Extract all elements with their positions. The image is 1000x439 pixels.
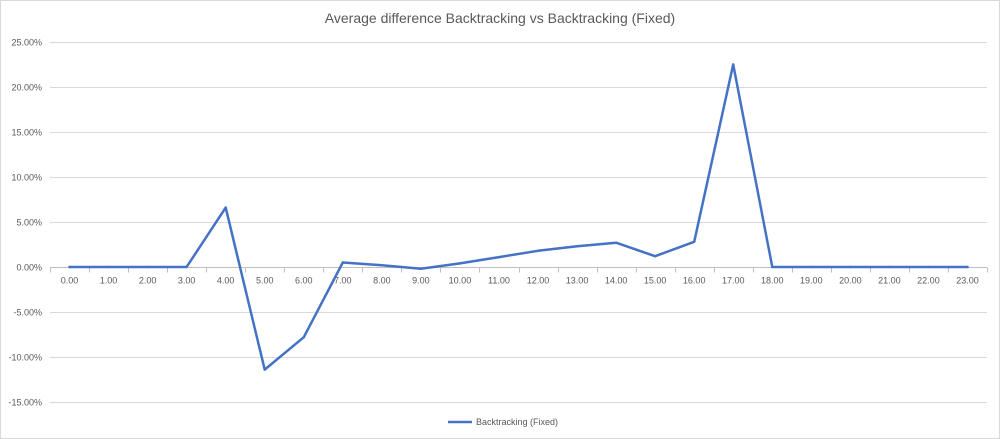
x-tick-label: 22.00	[917, 276, 940, 286]
x-tick-label: 10.00	[449, 276, 472, 286]
data-point	[653, 255, 657, 258]
x-tick-label: 23.00	[956, 276, 979, 286]
x-tick-label: 5.00	[256, 276, 274, 286]
data-point	[810, 265, 813, 269]
data-point	[614, 241, 618, 244]
y-tick-label: 15.00%	[11, 128, 42, 138]
x-tick-label: 9.00	[412, 276, 430, 286]
x-tick-label: 19.00	[800, 276, 823, 286]
data-point	[224, 206, 227, 209]
legend-label: Backtracking (Fixed)	[476, 417, 558, 427]
y-axis-ticks: -15.00% -10.00% -5.00% 0.00% 5.00% 10.00% 15.0…	[8, 38, 42, 408]
x-axis: 0.00 1.00 2.00 3.00 4.00 5.00 6.00 7.00 8.00 9.00…	[50, 267, 988, 286]
x-tick-label: 4.00	[217, 276, 235, 286]
x-tick-label: 12.00	[527, 276, 550, 286]
x-tick-label: 15.00	[644, 276, 667, 286]
series-lines	[68, 63, 969, 371]
data-point	[341, 261, 344, 264]
y-tick-label: 5.00%	[16, 218, 42, 228]
x-tick-label: 11.00	[488, 276, 510, 286]
data-point	[146, 265, 149, 269]
data-point	[771, 265, 774, 269]
x-tick-label: 8.00	[373, 276, 391, 286]
x-tick-label: 2.00	[139, 276, 157, 286]
data-point	[107, 265, 110, 269]
y-tick-label: -10.00%	[8, 353, 42, 363]
x-tick-label: 20.00	[839, 276, 862, 286]
data-point	[497, 255, 501, 259]
y-tick-label: 0.00%	[16, 263, 42, 273]
data-point	[458, 262, 462, 265]
data-point	[185, 265, 188, 269]
y-tick-label: -15.00%	[8, 398, 42, 408]
data-point	[68, 265, 71, 269]
x-tick-label: 18.00	[761, 276, 784, 286]
data-point	[927, 265, 930, 269]
x-tick-label: 0.00	[61, 276, 79, 286]
y-tick-label: 10.00%	[11, 173, 42, 183]
gridlines	[50, 42, 987, 403]
x-tick-label: 6.00	[295, 276, 313, 286]
y-tick-label: 25.00%	[11, 38, 42, 48]
x-tick-label: 17.00	[722, 276, 745, 286]
x-tick-label: 13.00	[566, 276, 589, 286]
x-tick-label: 14.00	[605, 276, 628, 286]
data-point	[380, 264, 384, 267]
data-point	[966, 265, 969, 269]
chart-title: Average difference Backtracking vs Backt…	[324, 10, 676, 26]
legend: Backtracking (Fixed)	[448, 417, 558, 427]
data-point	[263, 368, 266, 371]
y-tick-label: 20.00%	[11, 83, 42, 93]
data-point	[536, 249, 540, 252]
data-point	[419, 267, 423, 270]
data-point	[732, 63, 735, 66]
x-tick-label: 16.00	[683, 276, 706, 286]
data-point	[575, 245, 579, 248]
y-tick-label: -5.00%	[13, 308, 42, 318]
x-tick-label: 3.00	[178, 276, 196, 286]
x-tick-label: 21.00	[878, 276, 901, 286]
data-point	[693, 240, 696, 243]
series-line	[68, 63, 969, 371]
x-tick-label: 7.00	[334, 276, 352, 286]
data-point	[302, 336, 305, 339]
data-point	[849, 265, 852, 269]
x-tick-label: 1.00	[100, 276, 118, 286]
data-point	[888, 265, 891, 269]
